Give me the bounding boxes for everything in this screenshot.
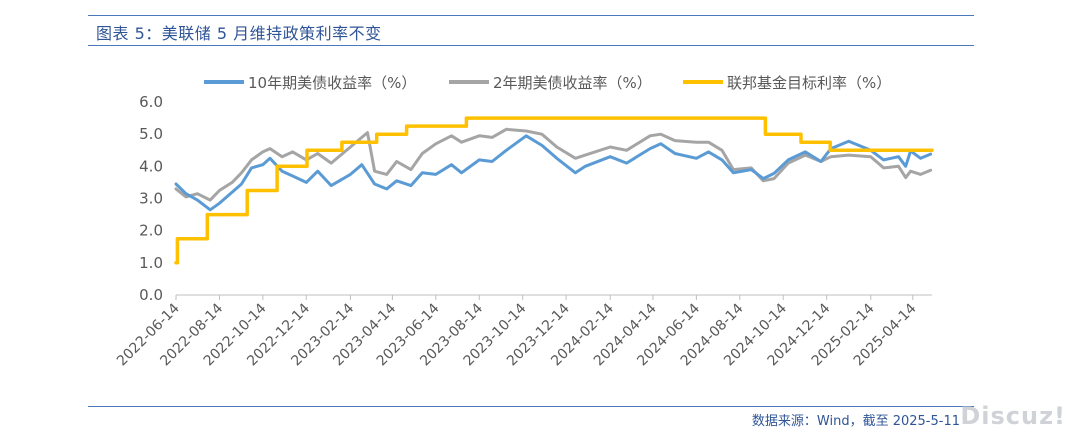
y-axis: 0.0 1.0 2.0 3.0 4.0 5.0 6.0 — [139, 93, 163, 304]
y-tick-label: 6.0 — [139, 93, 163, 111]
y-tick-label: 5.0 — [139, 125, 163, 143]
series-line-fed-funds — [174, 116, 934, 265]
legend-label: 10年期美债收益率（%） — [248, 74, 416, 92]
bottom-rule — [88, 406, 974, 407]
plot-area — [174, 116, 934, 265]
source-note: 数据来源：Wind，截至 2025-5-11 — [751, 414, 960, 429]
legend-label: 联邦基金目标利率（%） — [727, 74, 891, 92]
y-tick-label: 4.0 — [139, 157, 163, 175]
x-axis: 2022-06-142022-08-142022-10-142022-12-14… — [114, 294, 932, 369]
series-line-10y — [174, 134, 933, 212]
y-tick-label: 2.0 — [139, 222, 163, 240]
watermark: Discuz! — [960, 402, 1066, 430]
figure-title: 图表 5：美联储 5 月维持政策利率不变 — [96, 24, 382, 43]
y-tick-label: 3.0 — [139, 190, 163, 208]
y-tick-label: 1.0 — [139, 254, 163, 272]
top-rule — [88, 15, 974, 16]
title-underline — [88, 45, 974, 46]
chart-legend: 10年期美债收益率（%） 2年期美债收益率（%） 联邦基金目标利率（%） — [204, 74, 891, 92]
y-tick-label: 0.0 — [139, 286, 163, 304]
legend-label: 2年期美债收益率（%） — [493, 74, 652, 92]
